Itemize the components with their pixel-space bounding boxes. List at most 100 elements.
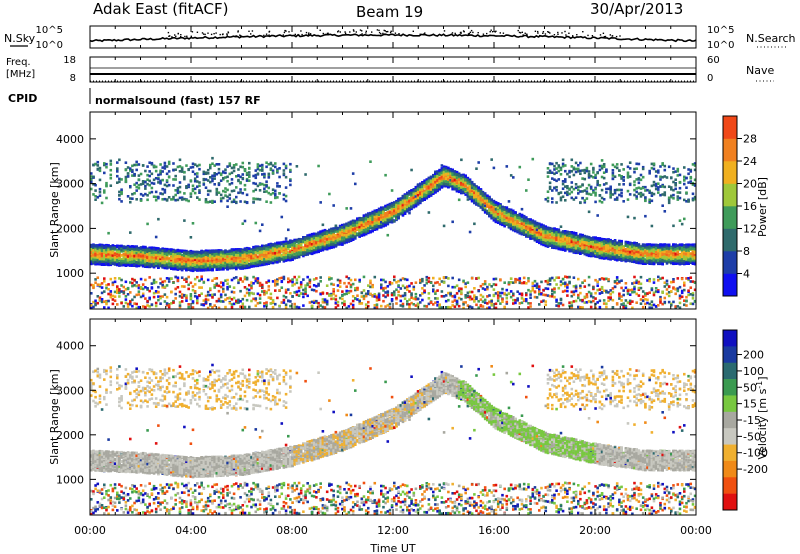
echo-cell xyxy=(278,256,281,260)
echo-cell xyxy=(150,247,154,250)
echo-cell xyxy=(278,167,281,170)
echo-cell xyxy=(252,250,255,254)
echo-cell xyxy=(319,292,322,296)
echo-cell xyxy=(323,228,327,232)
echo-cell xyxy=(107,250,110,254)
nsearch-point xyxy=(553,34,556,36)
echo-cell xyxy=(135,251,138,255)
echo-cell xyxy=(191,254,195,258)
nsearch-point xyxy=(542,31,545,33)
echo-cell xyxy=(174,259,177,262)
echo-cell xyxy=(274,289,277,292)
nsearch-point xyxy=(467,33,470,35)
echo-cell xyxy=(206,252,210,256)
echo-cell xyxy=(276,169,279,173)
echo-cell xyxy=(159,163,162,166)
echo-cell xyxy=(113,258,117,262)
nsearch-point xyxy=(526,34,528,36)
echo-cell xyxy=(211,260,214,264)
echo-cell xyxy=(157,259,160,263)
echo-cell xyxy=(105,302,108,306)
echo-cell xyxy=(185,299,188,302)
echo-cell xyxy=(107,292,110,296)
echo-cell xyxy=(141,194,145,197)
echo-cell xyxy=(217,265,221,268)
echo-cell xyxy=(323,298,327,301)
echo-cell xyxy=(180,285,184,288)
echo-cell xyxy=(90,178,93,182)
echo-cell xyxy=(269,292,273,296)
noise-ytick-top: 10^5 xyxy=(36,25,63,36)
nsearch-point xyxy=(226,34,228,36)
echo-cell xyxy=(96,262,100,266)
echo-cell xyxy=(185,277,188,281)
echo-cell xyxy=(198,181,201,184)
echo-cell xyxy=(154,195,158,199)
echo-cell xyxy=(152,295,156,299)
echo-cell xyxy=(120,192,123,196)
echo-cell xyxy=(141,259,145,263)
echo-cell xyxy=(152,278,156,282)
echo-cell xyxy=(109,277,113,281)
echo-cell xyxy=(248,292,251,295)
echo-cell xyxy=(248,305,251,309)
echo-cell xyxy=(204,298,208,301)
echo-cell xyxy=(111,251,115,255)
echo-cell xyxy=(111,294,115,298)
echo-cell xyxy=(167,183,171,187)
echo-cell xyxy=(204,268,208,271)
echo-cell xyxy=(92,253,95,257)
echo-cell xyxy=(126,293,130,296)
echo-cell xyxy=(187,168,190,171)
echo-cell xyxy=(252,197,255,200)
echo-cell xyxy=(284,259,288,262)
echo-cell xyxy=(154,301,158,305)
echo-cell xyxy=(306,244,309,248)
echo-cell xyxy=(189,281,193,285)
echo-cell xyxy=(258,281,262,285)
echo-cell xyxy=(211,268,214,272)
echo-cell xyxy=(239,165,242,169)
echo-cell xyxy=(308,242,312,245)
echo-cell xyxy=(256,302,260,305)
echo-cell xyxy=(228,172,232,176)
echo-cell xyxy=(198,256,201,259)
echo-cell xyxy=(148,259,151,262)
nsearch-point xyxy=(207,32,209,34)
echo-cell xyxy=(152,178,156,182)
echo-cell xyxy=(163,266,167,270)
echo-cell xyxy=(116,248,119,252)
echo-cell xyxy=(180,166,184,169)
echo-cell xyxy=(178,158,182,162)
echo-cell xyxy=(282,253,286,257)
echo-cell xyxy=(254,304,258,308)
nsearch-point xyxy=(167,31,170,34)
echo-cell xyxy=(204,265,208,268)
freq-ytick-top: 18 xyxy=(63,55,76,66)
echo-cell xyxy=(124,262,128,266)
echo-cell xyxy=(319,246,322,249)
echo-cell xyxy=(295,240,299,244)
echo-cell xyxy=(98,249,102,252)
echo-cell xyxy=(103,306,106,309)
echo-cell xyxy=(267,176,271,179)
echo-cell xyxy=(122,253,126,256)
echo-cell xyxy=(315,299,318,303)
echo-cell xyxy=(131,262,134,266)
station-title: Adak East (fitACF) xyxy=(93,0,228,18)
echo-cell xyxy=(211,296,214,299)
echo-cell xyxy=(299,292,303,295)
nsearch-point xyxy=(268,31,270,33)
echo-cell xyxy=(141,283,145,286)
echo-cell xyxy=(178,304,182,307)
echo-cell xyxy=(293,302,296,306)
echo-cell xyxy=(196,253,199,256)
nsearch-point xyxy=(524,32,526,34)
nsearch-point xyxy=(284,30,286,32)
nsearch-point xyxy=(196,31,199,33)
echo-cell xyxy=(239,188,242,191)
echo-cell xyxy=(111,298,115,301)
echo-cell xyxy=(252,265,255,268)
echo-cell xyxy=(189,266,193,270)
echo-cell xyxy=(191,301,195,305)
